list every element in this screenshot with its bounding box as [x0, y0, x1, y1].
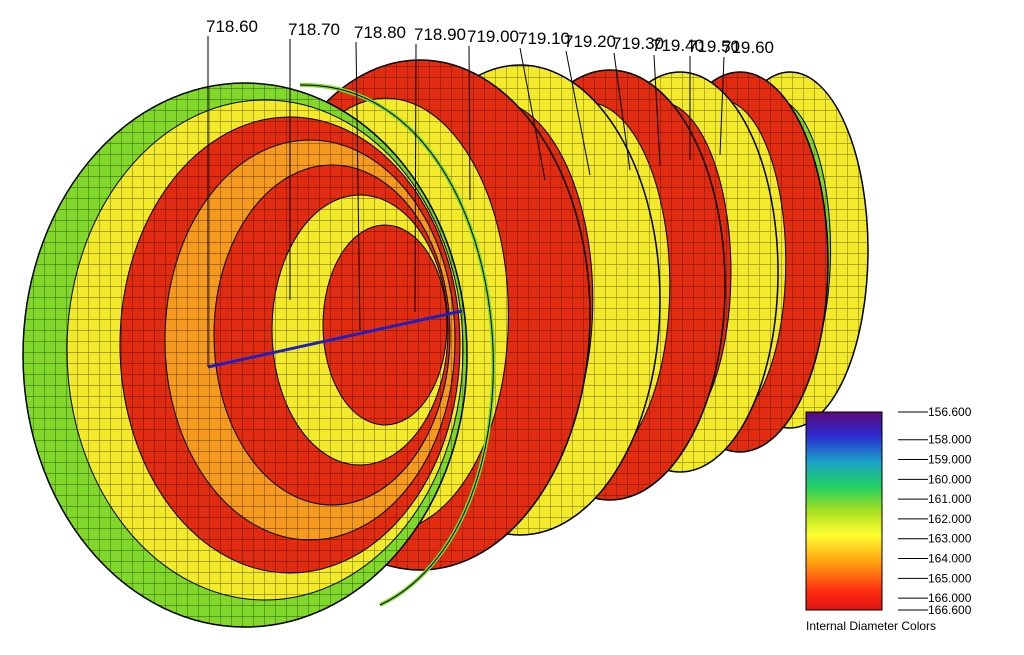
legend-tick-label: 156.600: [928, 405, 972, 419]
pipe-axis-line: [207, 309, 463, 369]
legend-tick-label: 160.000: [928, 472, 972, 486]
legend-tick-label: 165.000: [928, 571, 972, 585]
pipe-rings: [22, 59, 869, 628]
legend-tick-label: 159.000: [928, 453, 972, 467]
legend-tick-label: 166.000: [928, 591, 972, 605]
station-leader-line: [653, 54, 661, 166]
station-leader-line: [468, 45, 471, 201]
pipe-front-section: [22, 82, 496, 628]
legend-tick-label: 164.000: [928, 552, 972, 566]
legend-tick-label: 166.600: [928, 603, 972, 617]
station-leader-line: [414, 43, 417, 313]
station-label: 718.70: [288, 20, 340, 39]
station-label: 718.80: [354, 23, 406, 42]
station-label: 719.40: [652, 36, 704, 55]
station-leader-line: [719, 56, 725, 156]
legend-color-bar: [805, 411, 883, 611]
color-legend: 156.600 158.000 159.000 160.000 161.000 162.0…: [805, 405, 972, 633]
station-label: 718.60: [206, 17, 258, 36]
station-label: 719.30: [612, 34, 664, 53]
legend-tick-label: 158.000: [928, 433, 972, 447]
station-label: 719.50: [688, 37, 740, 56]
station-labels: 718.60 718.70 718.80 718.90 719.00 719.10719.…: [206, 17, 774, 367]
legend-tick-label: 163.000: [928, 532, 972, 546]
legend-ticks: 156.600 158.000 159.000 160.000 161.000 162.0…: [898, 405, 972, 617]
station-label: 719.20: [564, 32, 616, 51]
station-leader-line: [613, 52, 631, 171]
station-leader-line: [519, 47, 546, 181]
legend-tick-label: 161.000: [928, 492, 972, 506]
station-label: 719.10: [518, 29, 570, 48]
station-leader-line: [355, 41, 361, 331]
legend-tick-label: 162.000: [928, 512, 972, 526]
legend-title: Internal Diameter Colors: [806, 619, 936, 633]
station-label: 719.60: [722, 38, 774, 57]
station-leader-line: [565, 50, 591, 176]
station-label: 719.00: [467, 27, 519, 46]
station-label: 718.90: [414, 25, 466, 44]
